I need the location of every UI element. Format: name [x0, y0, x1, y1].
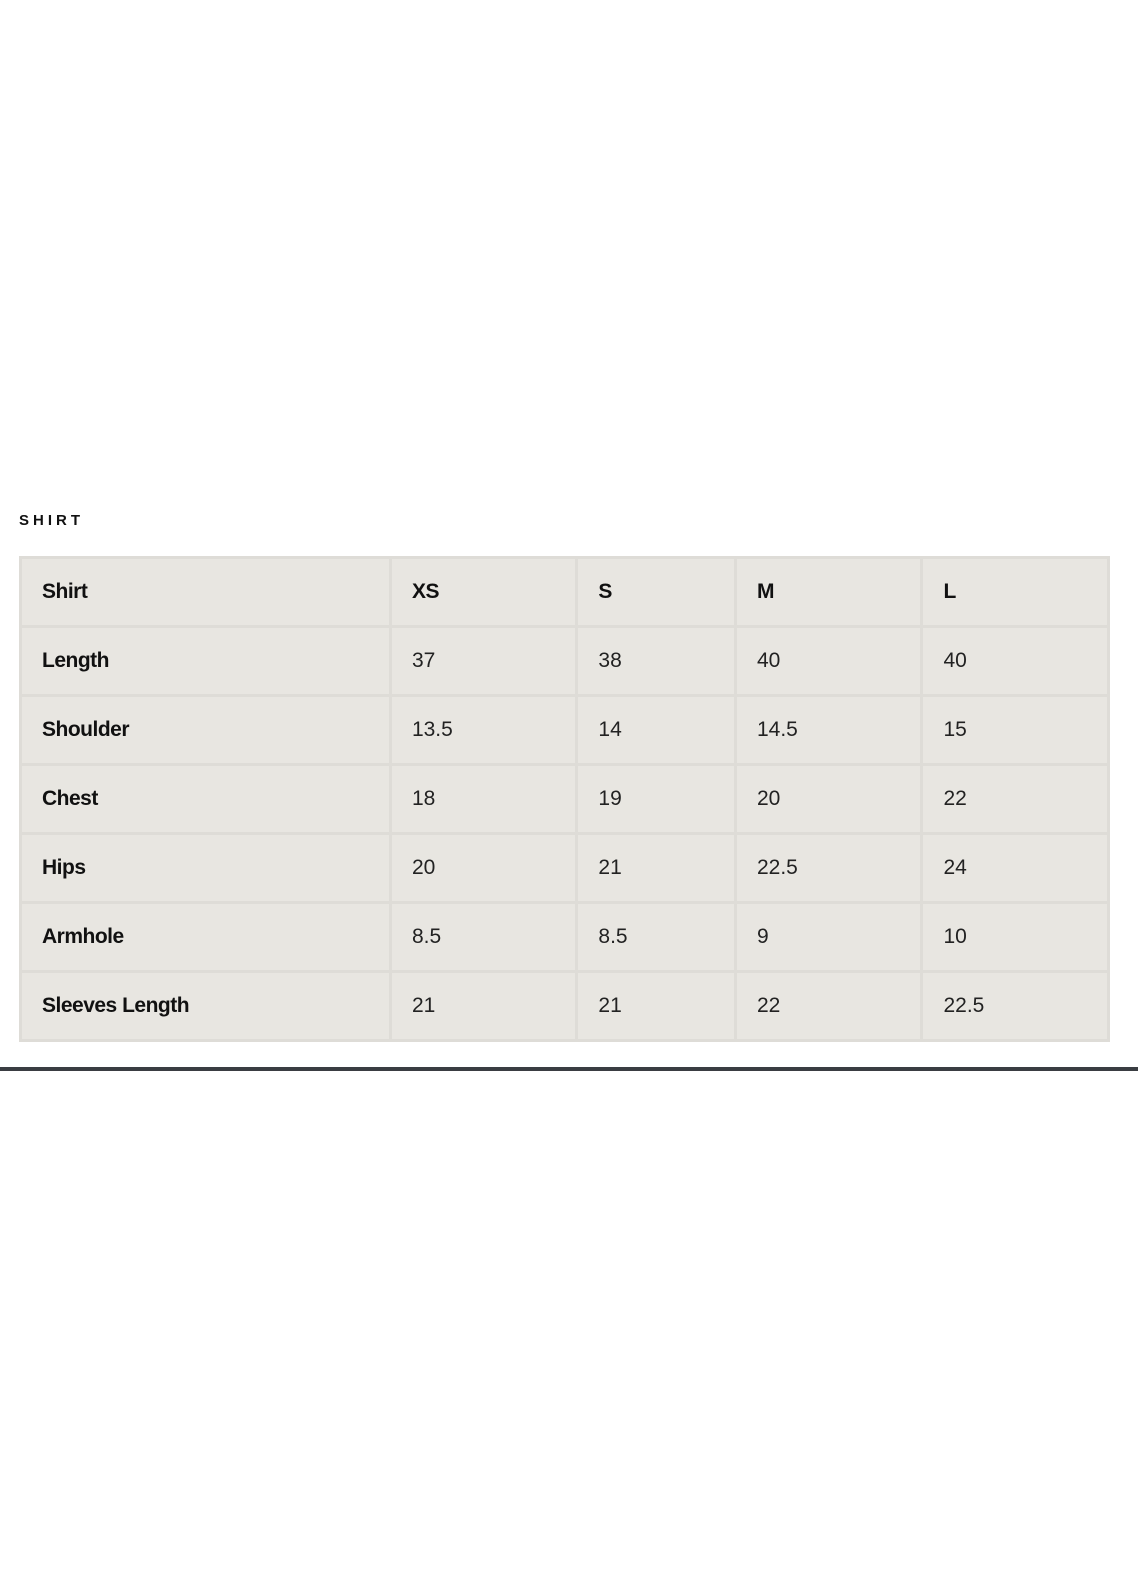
- table-cell: 14: [575, 694, 737, 766]
- table-cell: 22: [920, 763, 1110, 835]
- table-cell: 24: [920, 832, 1110, 904]
- table-cell: 13.5: [388, 694, 579, 766]
- table-caption: SHIRT: [19, 512, 84, 529]
- table-cell: 22: [733, 970, 924, 1042]
- divider: [0, 1067, 1138, 1071]
- table-cell: 37: [388, 625, 579, 697]
- table-cell: 20: [388, 832, 579, 904]
- table-row: Hips 20 21 22.5 24: [19, 832, 1110, 904]
- row-label: Shoulder: [19, 694, 392, 766]
- table-cell: 38: [575, 625, 737, 697]
- column-header: L: [920, 556, 1110, 628]
- table-row: Sleeves Length 21 21 22 22.5: [19, 970, 1110, 1042]
- column-header: M: [733, 556, 924, 628]
- table-cell: 8.5: [575, 901, 737, 973]
- table-cell: 8.5: [388, 901, 579, 973]
- table-cell: 40: [733, 625, 924, 697]
- table-cell: 22.5: [920, 970, 1110, 1042]
- table-cell: 10: [920, 901, 1110, 973]
- table-row: Shoulder 13.5 14 14.5 15: [19, 694, 1110, 766]
- table-row: Armhole 8.5 8.5 9 10: [19, 901, 1110, 973]
- table-cell: 9: [733, 901, 924, 973]
- column-header: XS: [388, 556, 579, 628]
- table-cell: 19: [575, 763, 737, 835]
- row-label: Hips: [19, 832, 392, 904]
- table-cell: 18: [388, 763, 579, 835]
- row-label: Armhole: [19, 901, 392, 973]
- table-cell: 15: [920, 694, 1110, 766]
- table-cell: 21: [388, 970, 579, 1042]
- column-header: Shirt: [19, 556, 392, 628]
- row-label: Sleeves Length: [19, 970, 392, 1042]
- table-cell: 21: [575, 832, 737, 904]
- table-cell: 40: [920, 625, 1110, 697]
- table-row: Length 37 38 40 40: [19, 625, 1110, 697]
- table-cell: 22.5: [733, 832, 924, 904]
- header-row: Shirt XS S M L: [19, 556, 1110, 628]
- row-label: Chest: [19, 763, 392, 835]
- table-row: Chest 18 19 20 22: [19, 763, 1110, 835]
- table-cell: 14.5: [733, 694, 924, 766]
- column-header: S: [575, 556, 737, 628]
- size-chart-table: Shirt XS S M L Length 37 38 40 40 Shoulder 13.5 14 14…: [19, 556, 1110, 1042]
- table-cell: 20: [733, 763, 924, 835]
- row-label: Length: [19, 625, 392, 697]
- table-cell: 21: [575, 970, 737, 1042]
